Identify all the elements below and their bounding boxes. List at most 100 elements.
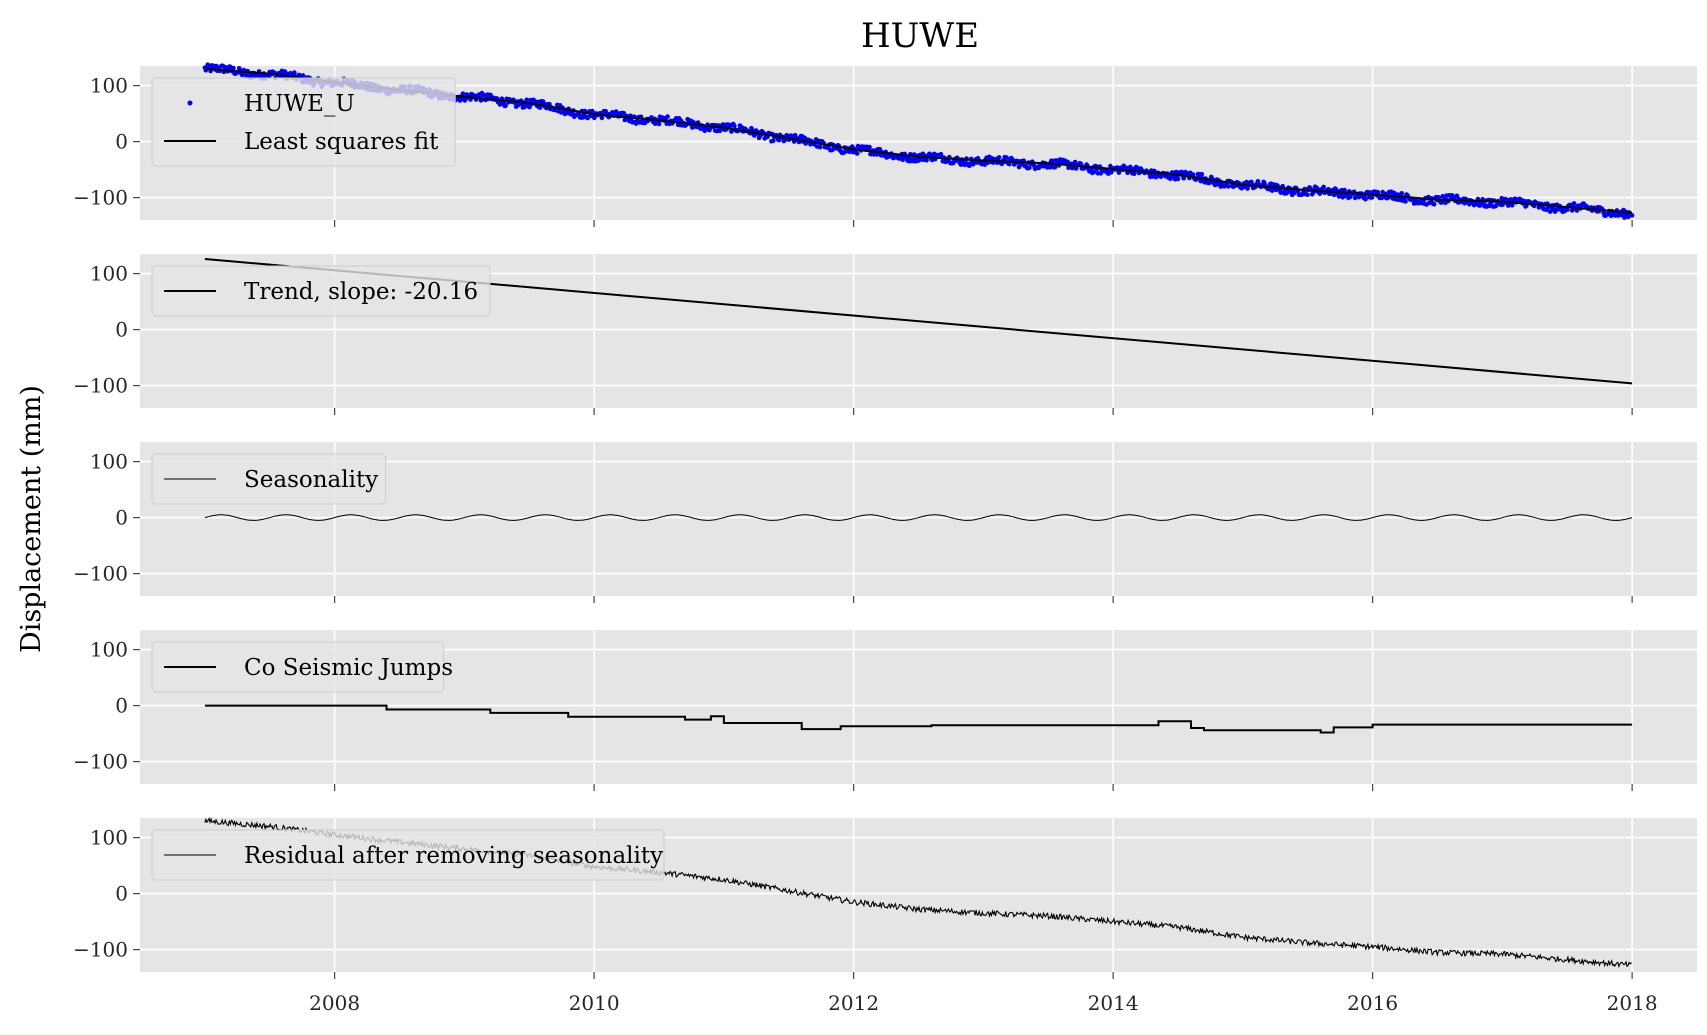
data-point xyxy=(621,110,627,116)
y-tick-label: −100 xyxy=(73,938,128,962)
data-point xyxy=(817,144,823,150)
data-point xyxy=(613,109,619,114)
data-point xyxy=(503,103,509,108)
legend-box xyxy=(151,829,665,881)
legend-label: Trend, slope: -20.16 xyxy=(244,279,478,305)
data-point xyxy=(524,97,529,103)
data-point xyxy=(1007,161,1012,167)
data-point xyxy=(1399,191,1404,196)
data-point xyxy=(771,138,776,144)
data-point xyxy=(1321,184,1326,190)
y-tick-label: 100 xyxy=(90,826,128,850)
data-point xyxy=(1363,196,1368,202)
data-point xyxy=(1305,192,1310,197)
data-point xyxy=(1078,161,1084,167)
legend-label: Residual after removing seasonality xyxy=(244,843,663,869)
y-tick-label: 0 xyxy=(115,318,128,342)
y-tick-label: −100 xyxy=(73,374,128,398)
data-point xyxy=(1027,165,1032,171)
x-tick-label: 2016 xyxy=(1347,991,1398,1015)
panel-1: 100 0 −100 HUWE_U Least squares fit xyxy=(73,62,1697,227)
data-point xyxy=(1629,213,1635,218)
data-point xyxy=(1439,200,1444,205)
y-tick-label: 100 xyxy=(90,262,128,286)
data-point xyxy=(729,129,734,134)
data-point xyxy=(292,70,297,75)
legend-label: Least squares fit xyxy=(244,129,439,155)
x-tick-label: 2008 xyxy=(309,991,360,1015)
data-point xyxy=(1291,191,1297,196)
x-tick-label: 2012 xyxy=(828,991,879,1015)
data-point xyxy=(867,144,872,150)
data-point xyxy=(1072,159,1078,165)
y-tick-label: −100 xyxy=(73,186,128,210)
legend-label: Co Seismic Jumps xyxy=(244,655,453,681)
y-tick-label: 100 xyxy=(90,638,128,662)
panel-background xyxy=(140,442,1697,596)
data-point xyxy=(1116,170,1122,175)
data-point xyxy=(1052,164,1058,170)
x-tick-label: 2018 xyxy=(1607,991,1658,1015)
chart-title: HUWE xyxy=(861,16,979,56)
panel-4: 100 0 −100 Co Seismic Jumps xyxy=(73,630,1697,791)
data-point xyxy=(1571,201,1577,206)
data-point xyxy=(460,91,466,96)
data-point xyxy=(1179,169,1185,175)
panel-5: 100 0 −100 Residual after removing seasonal… xyxy=(73,816,1697,979)
seasonality-line xyxy=(204,514,1633,521)
y-tick-label: −100 xyxy=(73,750,128,774)
legend-box xyxy=(151,641,445,693)
legend: Residual after removing seasonality xyxy=(151,829,665,881)
x-tick-label: 2010 xyxy=(569,991,620,1015)
data-point xyxy=(1199,172,1205,177)
panel-3: 100 0 −100 Seasonality xyxy=(73,442,1697,603)
y-axis-label: Displacement (mm) xyxy=(16,385,47,653)
legend-label: Seasonality xyxy=(244,467,378,493)
data-point xyxy=(1245,186,1250,191)
data-point xyxy=(1175,176,1181,182)
y-tick-label: −100 xyxy=(73,562,128,586)
data-point xyxy=(590,108,595,114)
jumps-line xyxy=(204,704,1633,734)
data-point xyxy=(1226,184,1231,189)
data-point xyxy=(928,152,933,157)
data-point xyxy=(665,114,670,119)
legend: Seasonality xyxy=(151,453,387,505)
data-point xyxy=(854,151,860,156)
y-tick-label: 0 xyxy=(115,506,128,530)
y-tick-label: 100 xyxy=(90,450,128,474)
legend-box xyxy=(151,77,456,167)
data-point xyxy=(1574,208,1580,213)
y-tick-label: 0 xyxy=(115,694,128,718)
panel-2: 100 0 −100 Trend, slope: -20.16 xyxy=(73,254,1697,415)
legend-box xyxy=(151,265,491,317)
data-point xyxy=(1098,171,1104,176)
data-point xyxy=(1016,164,1022,170)
x-tick-label: 2014 xyxy=(1088,991,1139,1015)
data-point xyxy=(656,121,662,127)
data-point xyxy=(1269,188,1275,193)
data-point xyxy=(1375,190,1381,195)
data-point xyxy=(1565,207,1570,212)
data-point xyxy=(1500,202,1505,207)
legend-box xyxy=(151,453,387,505)
data-point xyxy=(732,123,737,129)
legend: HUWE_U Least squares fit xyxy=(151,77,456,167)
data-point xyxy=(1431,202,1437,207)
data-point xyxy=(231,65,236,71)
y-tick-label: 0 xyxy=(115,130,128,154)
y-tick-label: 0 xyxy=(115,882,128,906)
data-point xyxy=(924,158,929,163)
data-point xyxy=(1091,169,1097,175)
legend: Co Seismic Jumps xyxy=(151,641,453,693)
data-point xyxy=(599,115,605,121)
data-point xyxy=(996,155,1002,160)
legend-marker xyxy=(187,100,193,106)
legend: Trend, slope: -20.16 xyxy=(151,265,491,317)
data-point xyxy=(1131,171,1137,177)
data-point xyxy=(1004,155,1009,160)
data-point xyxy=(1509,202,1515,208)
data-point xyxy=(1403,199,1408,204)
data-point xyxy=(1314,185,1320,191)
